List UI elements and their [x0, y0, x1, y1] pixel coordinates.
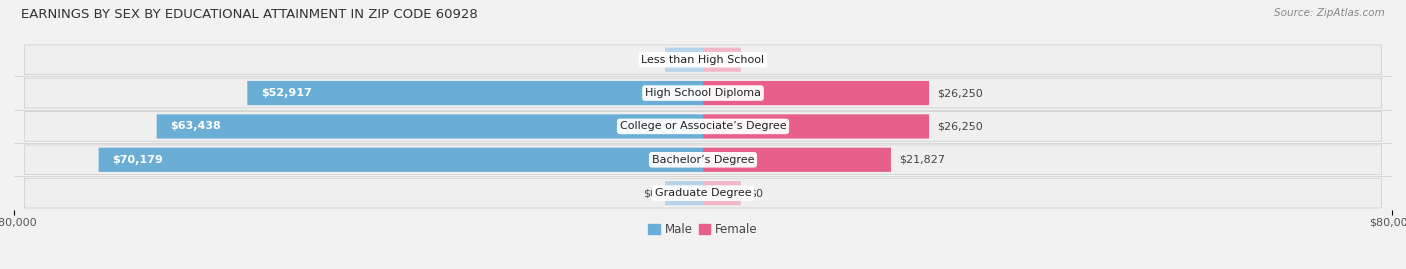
FancyBboxPatch shape: [665, 48, 703, 72]
FancyBboxPatch shape: [24, 78, 1382, 108]
FancyBboxPatch shape: [156, 114, 703, 139]
Legend: Male, Female: Male, Female: [644, 218, 762, 240]
Text: $0: $0: [749, 55, 763, 65]
Text: High School Diploma: High School Diploma: [645, 88, 761, 98]
FancyBboxPatch shape: [703, 114, 929, 139]
Text: EARNINGS BY SEX BY EDUCATIONAL ATTAINMENT IN ZIP CODE 60928: EARNINGS BY SEX BY EDUCATIONAL ATTAINMEN…: [21, 8, 478, 21]
Text: Less than High School: Less than High School: [641, 55, 765, 65]
FancyBboxPatch shape: [703, 148, 891, 172]
FancyBboxPatch shape: [98, 148, 703, 172]
FancyBboxPatch shape: [24, 145, 1382, 175]
Text: $52,917: $52,917: [262, 88, 312, 98]
FancyBboxPatch shape: [703, 181, 741, 205]
Text: College or Associate’s Degree: College or Associate’s Degree: [620, 121, 786, 132]
Text: Bachelor’s Degree: Bachelor’s Degree: [652, 155, 754, 165]
Text: $0: $0: [749, 188, 763, 198]
Text: $26,250: $26,250: [938, 121, 983, 132]
FancyBboxPatch shape: [24, 178, 1382, 208]
Text: $70,179: $70,179: [112, 155, 163, 165]
FancyBboxPatch shape: [703, 48, 741, 72]
Text: $21,827: $21,827: [900, 155, 945, 165]
FancyBboxPatch shape: [24, 112, 1382, 141]
Text: Source: ZipAtlas.com: Source: ZipAtlas.com: [1274, 8, 1385, 18]
FancyBboxPatch shape: [24, 45, 1382, 75]
Text: $63,438: $63,438: [170, 121, 221, 132]
Text: $26,250: $26,250: [938, 88, 983, 98]
FancyBboxPatch shape: [665, 181, 703, 205]
FancyBboxPatch shape: [703, 81, 929, 105]
Text: $0: $0: [643, 188, 657, 198]
Text: $0: $0: [643, 55, 657, 65]
FancyBboxPatch shape: [247, 81, 703, 105]
Text: Graduate Degree: Graduate Degree: [655, 188, 751, 198]
